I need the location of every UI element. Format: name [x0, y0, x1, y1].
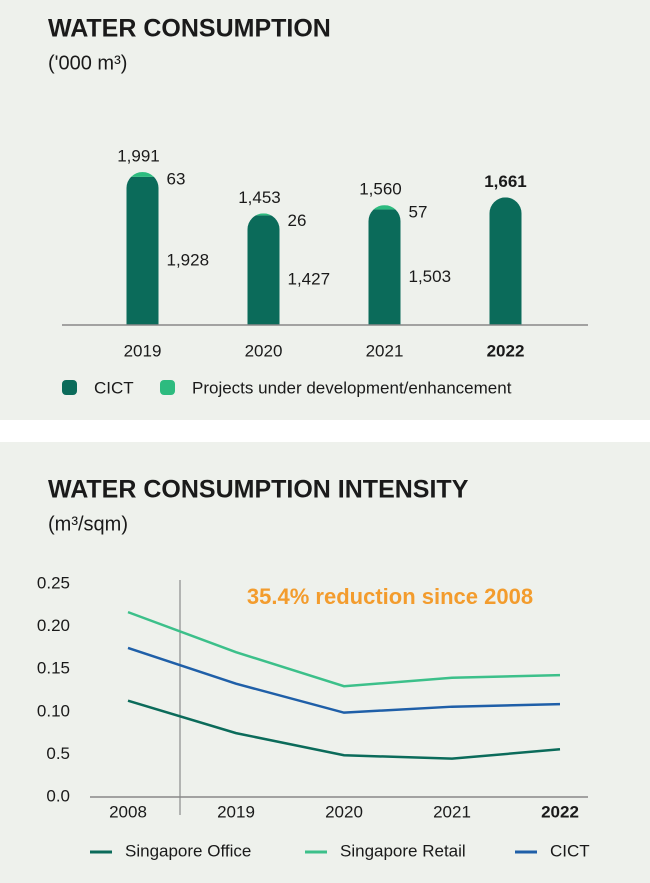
line: [127, 646, 561, 714]
total-label: 1,560: [359, 180, 402, 199]
x-tick-label: 2019: [217, 802, 255, 821]
data-label: 63: [167, 170, 186, 189]
y-tick-label: 0.25: [37, 573, 70, 592]
data-label: 1,503: [409, 267, 452, 286]
x-tick-label: 2021: [433, 802, 471, 821]
bar-segment: [489, 197, 522, 325]
y-tick-label: 0.20: [37, 616, 70, 635]
total-label: 1,661: [484, 172, 527, 191]
legend-label: Projects under development/enhancement: [192, 378, 512, 397]
legend-label: CICT: [550, 841, 590, 860]
legend-marker: [62, 380, 77, 395]
x-tick-label: 2008: [109, 802, 147, 821]
bar-segment: [126, 172, 159, 177]
bar-segment: [247, 215, 280, 325]
legend-label: Singapore Retail: [340, 841, 466, 860]
line: [127, 610, 561, 688]
total-label: 1,453: [238, 188, 281, 207]
data-label: 57: [409, 203, 428, 222]
panel: [0, 442, 650, 883]
x-tick-label: 2020: [245, 341, 283, 360]
x-tick-label: 2021: [366, 341, 404, 360]
bar-segment: [126, 176, 159, 325]
panel: [0, 0, 650, 420]
y-tick-label: 0.0: [46, 786, 70, 805]
bar-segment: [368, 209, 401, 325]
y-tick-label: 0.5: [46, 744, 70, 763]
chart-title: WATER CONSUMPTION INTENSITY: [48, 476, 469, 504]
chart-subtitle: ('000 m³): [48, 52, 127, 74]
legend-label: Singapore Office: [125, 841, 251, 860]
chart-subtitle: (m³/sqm): [48, 513, 128, 535]
bar-segment: [247, 213, 280, 216]
x-tick-label: 2022: [487, 341, 525, 360]
bar-segment: [368, 205, 401, 210]
data-label: 1,928: [167, 250, 210, 269]
y-tick-label: 0.10: [37, 701, 70, 720]
data-label: 26: [288, 211, 307, 230]
y-tick-label: 0.15: [37, 659, 70, 678]
total-label: 1,991: [117, 147, 160, 166]
legend-label: CICT: [94, 378, 134, 397]
annotation: 35.4% reduction since 2008: [247, 584, 533, 609]
x-tick-label: 2022: [541, 802, 579, 821]
line: [127, 699, 561, 760]
x-tick-label: 2020: [325, 802, 363, 821]
x-tick-label: 2019: [124, 341, 162, 360]
chart-title: WATER CONSUMPTION: [48, 15, 331, 43]
legend-marker: [160, 380, 175, 395]
data-label: 1,427: [288, 270, 331, 289]
